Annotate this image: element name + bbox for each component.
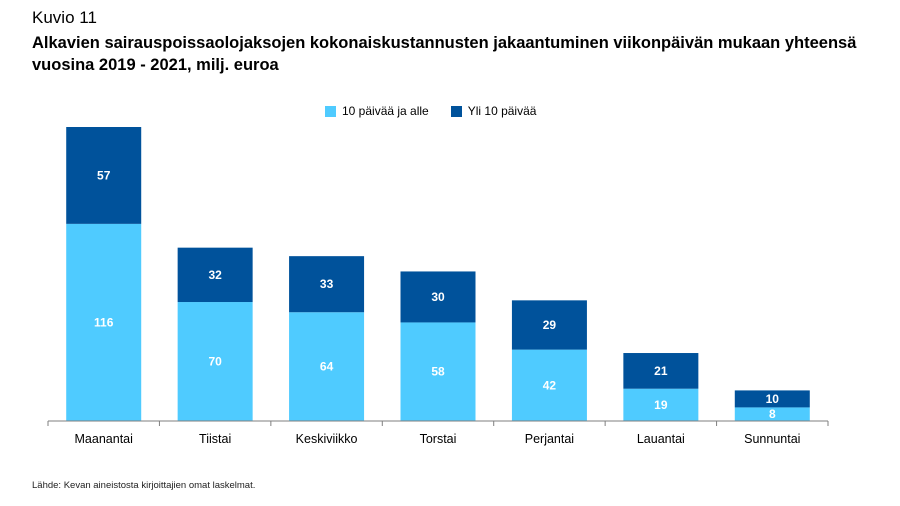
legend-item-long: Yli 10 päivää: [450, 104, 537, 118]
bar-short-2: [289, 312, 365, 421]
bar-short-3: [400, 322, 476, 421]
legend-swatch-long: [450, 105, 462, 117]
x-tick-label-0: Maanantai: [75, 432, 133, 446]
x-tick-label-2: Keskiviikko: [296, 432, 358, 446]
legend-item-short: 10 päivää ja alle: [325, 104, 429, 118]
bar-short-5: [623, 388, 699, 421]
source-note: Lähde: Kevan aineistosta kirjoittajien o…: [32, 480, 256, 491]
bar-short-6: [734, 407, 810, 421]
chart-title: Alkavien sairauspoissaolojaksojen kokona…: [32, 34, 857, 74]
data-label-short-4: 42: [543, 378, 557, 392]
bar-short-1: [177, 302, 253, 421]
bar-short-4: [511, 349, 587, 421]
bar-long-5: [623, 353, 699, 389]
x-tick-label-6: Sunnuntai: [744, 432, 800, 446]
legend: 10 päivää ja alle Yli 10 päivää: [325, 104, 558, 118]
x-tick-label-1: Tiistai: [199, 432, 231, 446]
data-label-long-6: 10: [766, 392, 780, 406]
data-label-long-2: 33: [320, 277, 334, 291]
data-label-short-6: 8: [769, 407, 776, 421]
data-label-short-0: 116: [94, 315, 114, 329]
bar-long-1: [177, 247, 253, 303]
bar-long-3: [400, 271, 476, 323]
data-label-long-4: 29: [543, 318, 557, 332]
bar-long-6: [734, 390, 810, 408]
data-label-short-3: 58: [431, 365, 445, 379]
bar-long-0: [66, 127, 142, 224]
legend-swatch-short: [325, 105, 336, 117]
data-label-long-3: 30: [431, 290, 445, 304]
data-label-short-1: 70: [208, 355, 222, 369]
data-label-long-0: 57: [97, 168, 111, 182]
legend-label-long: Yli 10 päivää: [467, 104, 537, 118]
legend-label-short: 10 päivää ja alle: [342, 104, 429, 118]
bar-short-0: [66, 223, 142, 421]
data-label-long-1: 32: [208, 268, 222, 282]
data-label-short-2: 64: [320, 360, 334, 374]
figure-label: Kuvio 11: [32, 8, 97, 27]
x-tick-label-4: Perjantai: [525, 432, 574, 446]
data-label-short-5: 19: [654, 398, 668, 412]
data-label-long-5: 21: [654, 364, 668, 378]
bar-long-4: [511, 300, 587, 350]
x-tick-label-3: Torstai: [420, 432, 457, 446]
bar-long-2: [289, 256, 365, 313]
x-tick-label-5: Lauantai: [637, 432, 685, 446]
